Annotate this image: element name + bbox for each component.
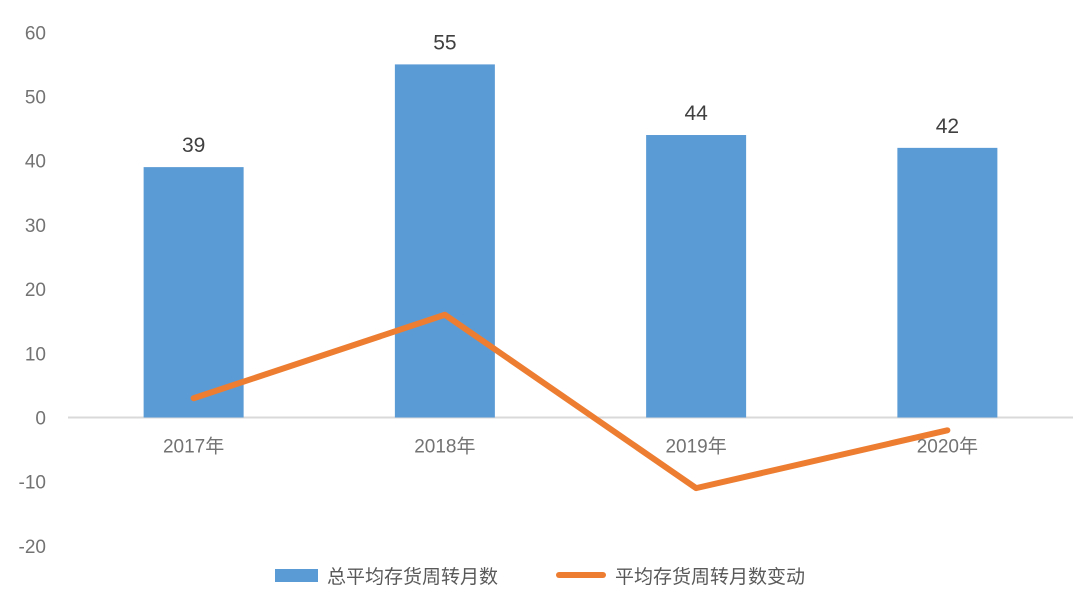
bar-2017年[interactable] [143, 167, 244, 418]
bar-2018年[interactable] [394, 64, 495, 418]
legend-item-line-series[interactable]: 平均存货周转月数变动 [556, 562, 805, 589]
y-axis-tick-label: 40 [25, 152, 46, 173]
y-axis-tick-label: 50 [25, 88, 46, 109]
y-axis-tick-label: 0 [35, 409, 46, 430]
bar-data-label: 55 [433, 31, 456, 54]
bar-series-label: 总平均存货周转月数 [326, 566, 498, 588]
bar-data-label: 39 [182, 134, 205, 157]
x-category-label-2018年: 2018年 [414, 436, 475, 458]
bar-data-label: 44 [684, 102, 708, 125]
legend-item-bar-series[interactable]: 总平均存货周转月数 [274, 562, 498, 589]
x-category-label-2019年: 2019年 [665, 436, 726, 458]
y-axis-tick-label: 10 [25, 344, 46, 365]
line-series-label: 平均存货周转月数变动 [615, 566, 806, 588]
bar-series-swatch-icon [274, 568, 318, 582]
x-category-label-2020年: 2020年 [917, 436, 978, 458]
chart-legend: 总平均存货周转月数 平均存货周转月数变动 [0, 560, 1080, 590]
y-axis-tick-label: 20 [25, 280, 46, 301]
line-series-swatch-icon [556, 572, 606, 578]
bar-2020年[interactable] [897, 147, 998, 418]
y-axis-tick-label: 30 [25, 216, 46, 237]
x-category-label-2017年: 2017年 [163, 436, 224, 458]
bar-data-label: 42 [936, 115, 959, 138]
y-axis-tick-label: -20 [19, 537, 46, 558]
line-series-path[interactable] [190, 311, 951, 492]
y-axis-tick-label: -10 [19, 473, 46, 494]
y-axis-tick-label: 60 [25, 23, 46, 44]
bar-2019年[interactable] [646, 135, 747, 418]
